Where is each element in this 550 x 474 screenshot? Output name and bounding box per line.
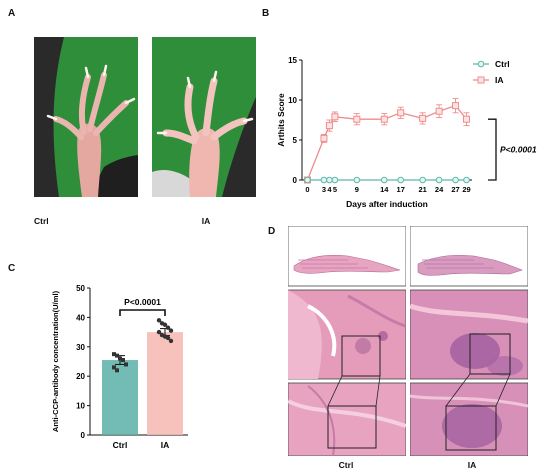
- data-point-ctrl: [304, 176, 311, 184]
- data-point-ctrl: [331, 176, 339, 184]
- y-tick-label: 30: [76, 343, 85, 352]
- data-point-ctrl: [115, 353, 119, 358]
- x-tick-label: 14: [380, 185, 389, 194]
- y-tick-label: 50: [76, 284, 85, 293]
- x-tick-label: 9: [355, 185, 359, 194]
- data-point-ctrl: [326, 176, 333, 184]
- bar-ia: [147, 332, 183, 435]
- x-axis-title: Days after induction: [346, 199, 428, 209]
- data-point-ia: [452, 102, 460, 110]
- y-tick-label: 20: [76, 372, 85, 381]
- panel-letter-a: A: [8, 8, 16, 19]
- x-tick-label: 27: [451, 185, 459, 194]
- legend-label-ctrl: Ctrl: [495, 59, 510, 69]
- panel-letter-d: D: [268, 226, 276, 237]
- legend-marker-ctrl: [477, 60, 485, 68]
- significance-label: P<0.0001: [124, 297, 161, 307]
- data-point-ctrl: [353, 176, 361, 184]
- panel-letter-c: C: [8, 263, 16, 274]
- data-point-ia: [168, 328, 174, 333]
- data-point-ctrl: [452, 176, 459, 184]
- y-tick-label: 0: [293, 176, 298, 185]
- data-point-ctrl: [419, 176, 426, 184]
- bar-ctrl: [102, 360, 138, 435]
- photo-ctrl-paw: [34, 37, 138, 197]
- data-point-ia: [331, 113, 339, 121]
- x-tick-label: 24: [435, 185, 444, 194]
- anti-ccp-bar-chart: 0 10 20 30 40 50 Anti-CCP-antibody concentrati…: [51, 284, 188, 450]
- data-point-ctrl: [380, 176, 388, 184]
- x-tick-label: 4: [327, 185, 332, 194]
- data-point-ctrl: [435, 176, 443, 184]
- data-point-ia: [320, 134, 328, 142]
- histology-ctrl-label: Ctrl: [338, 460, 354, 470]
- legend-marker-ia: [477, 76, 485, 84]
- data-point-ia: [165, 335, 171, 341]
- data-point-ia: [380, 115, 388, 123]
- data-point-ctrl: [115, 368, 119, 373]
- histology-ctrl-column: [287, 225, 407, 457]
- x-tick-label: IA: [161, 440, 170, 450]
- y-axis-title: Anti-CCP-antibody concentration(U/ml): [51, 290, 60, 432]
- panel-letter-b: B: [262, 8, 270, 19]
- y-tick-label: 40: [76, 313, 85, 322]
- data-point-ia: [156, 318, 162, 323]
- data-point-ia: [162, 322, 168, 327]
- data-point-ctrl: [397, 176, 405, 184]
- data-point-ia: [397, 109, 405, 117]
- data-point-ctrl: [124, 362, 128, 367]
- y-tick-label: 10: [76, 402, 85, 411]
- photo-ia-label: IA: [201, 216, 211, 226]
- histology-ia-column: [409, 225, 529, 457]
- data-point-ia: [325, 122, 333, 130]
- data-point-ctrl: [112, 365, 116, 370]
- photo-ia-paw: [152, 37, 256, 197]
- data-point-ia: [463, 115, 471, 123]
- y-tick-label: 0: [81, 431, 86, 440]
- data-point-ia: [419, 114, 427, 122]
- significance-bracket: [488, 118, 497, 181]
- x-tick-label: 17: [397, 185, 405, 194]
- x-tick-label: 3: [322, 185, 326, 194]
- data-point-ctrl: [112, 352, 116, 357]
- data-point-ctrl: [118, 356, 122, 361]
- y-tick-label: 5: [293, 136, 298, 145]
- photo-ctrl-label: Ctrl: [34, 216, 49, 226]
- data-point-ctrl: [121, 358, 125, 363]
- data-point-ia: [168, 338, 174, 344]
- y-tick-label: 15: [288, 56, 297, 65]
- y-axis-title: Arthits Score: [276, 93, 286, 147]
- data-point-ia: [353, 115, 361, 123]
- data-point-ia: [165, 325, 171, 330]
- significance-label: P<0.0001: [500, 145, 537, 155]
- y-tick-label: 10: [288, 96, 297, 105]
- data-point-ctrl: [320, 176, 328, 184]
- data-point-ia: [156, 329, 162, 335]
- legend-label-ia: IA: [495, 75, 504, 85]
- histology-ia-label: IA: [467, 460, 477, 470]
- x-tick-label: Ctrl: [113, 440, 128, 450]
- x-tick-label: 29: [462, 185, 470, 194]
- x-tick-label: 0: [305, 185, 309, 194]
- x-tick-label: 21: [418, 185, 426, 194]
- significance-bracket: [119, 309, 166, 316]
- data-point-ctrl: [463, 176, 470, 184]
- x-tick-label: 5: [333, 185, 337, 194]
- data-point-ia: [435, 107, 443, 115]
